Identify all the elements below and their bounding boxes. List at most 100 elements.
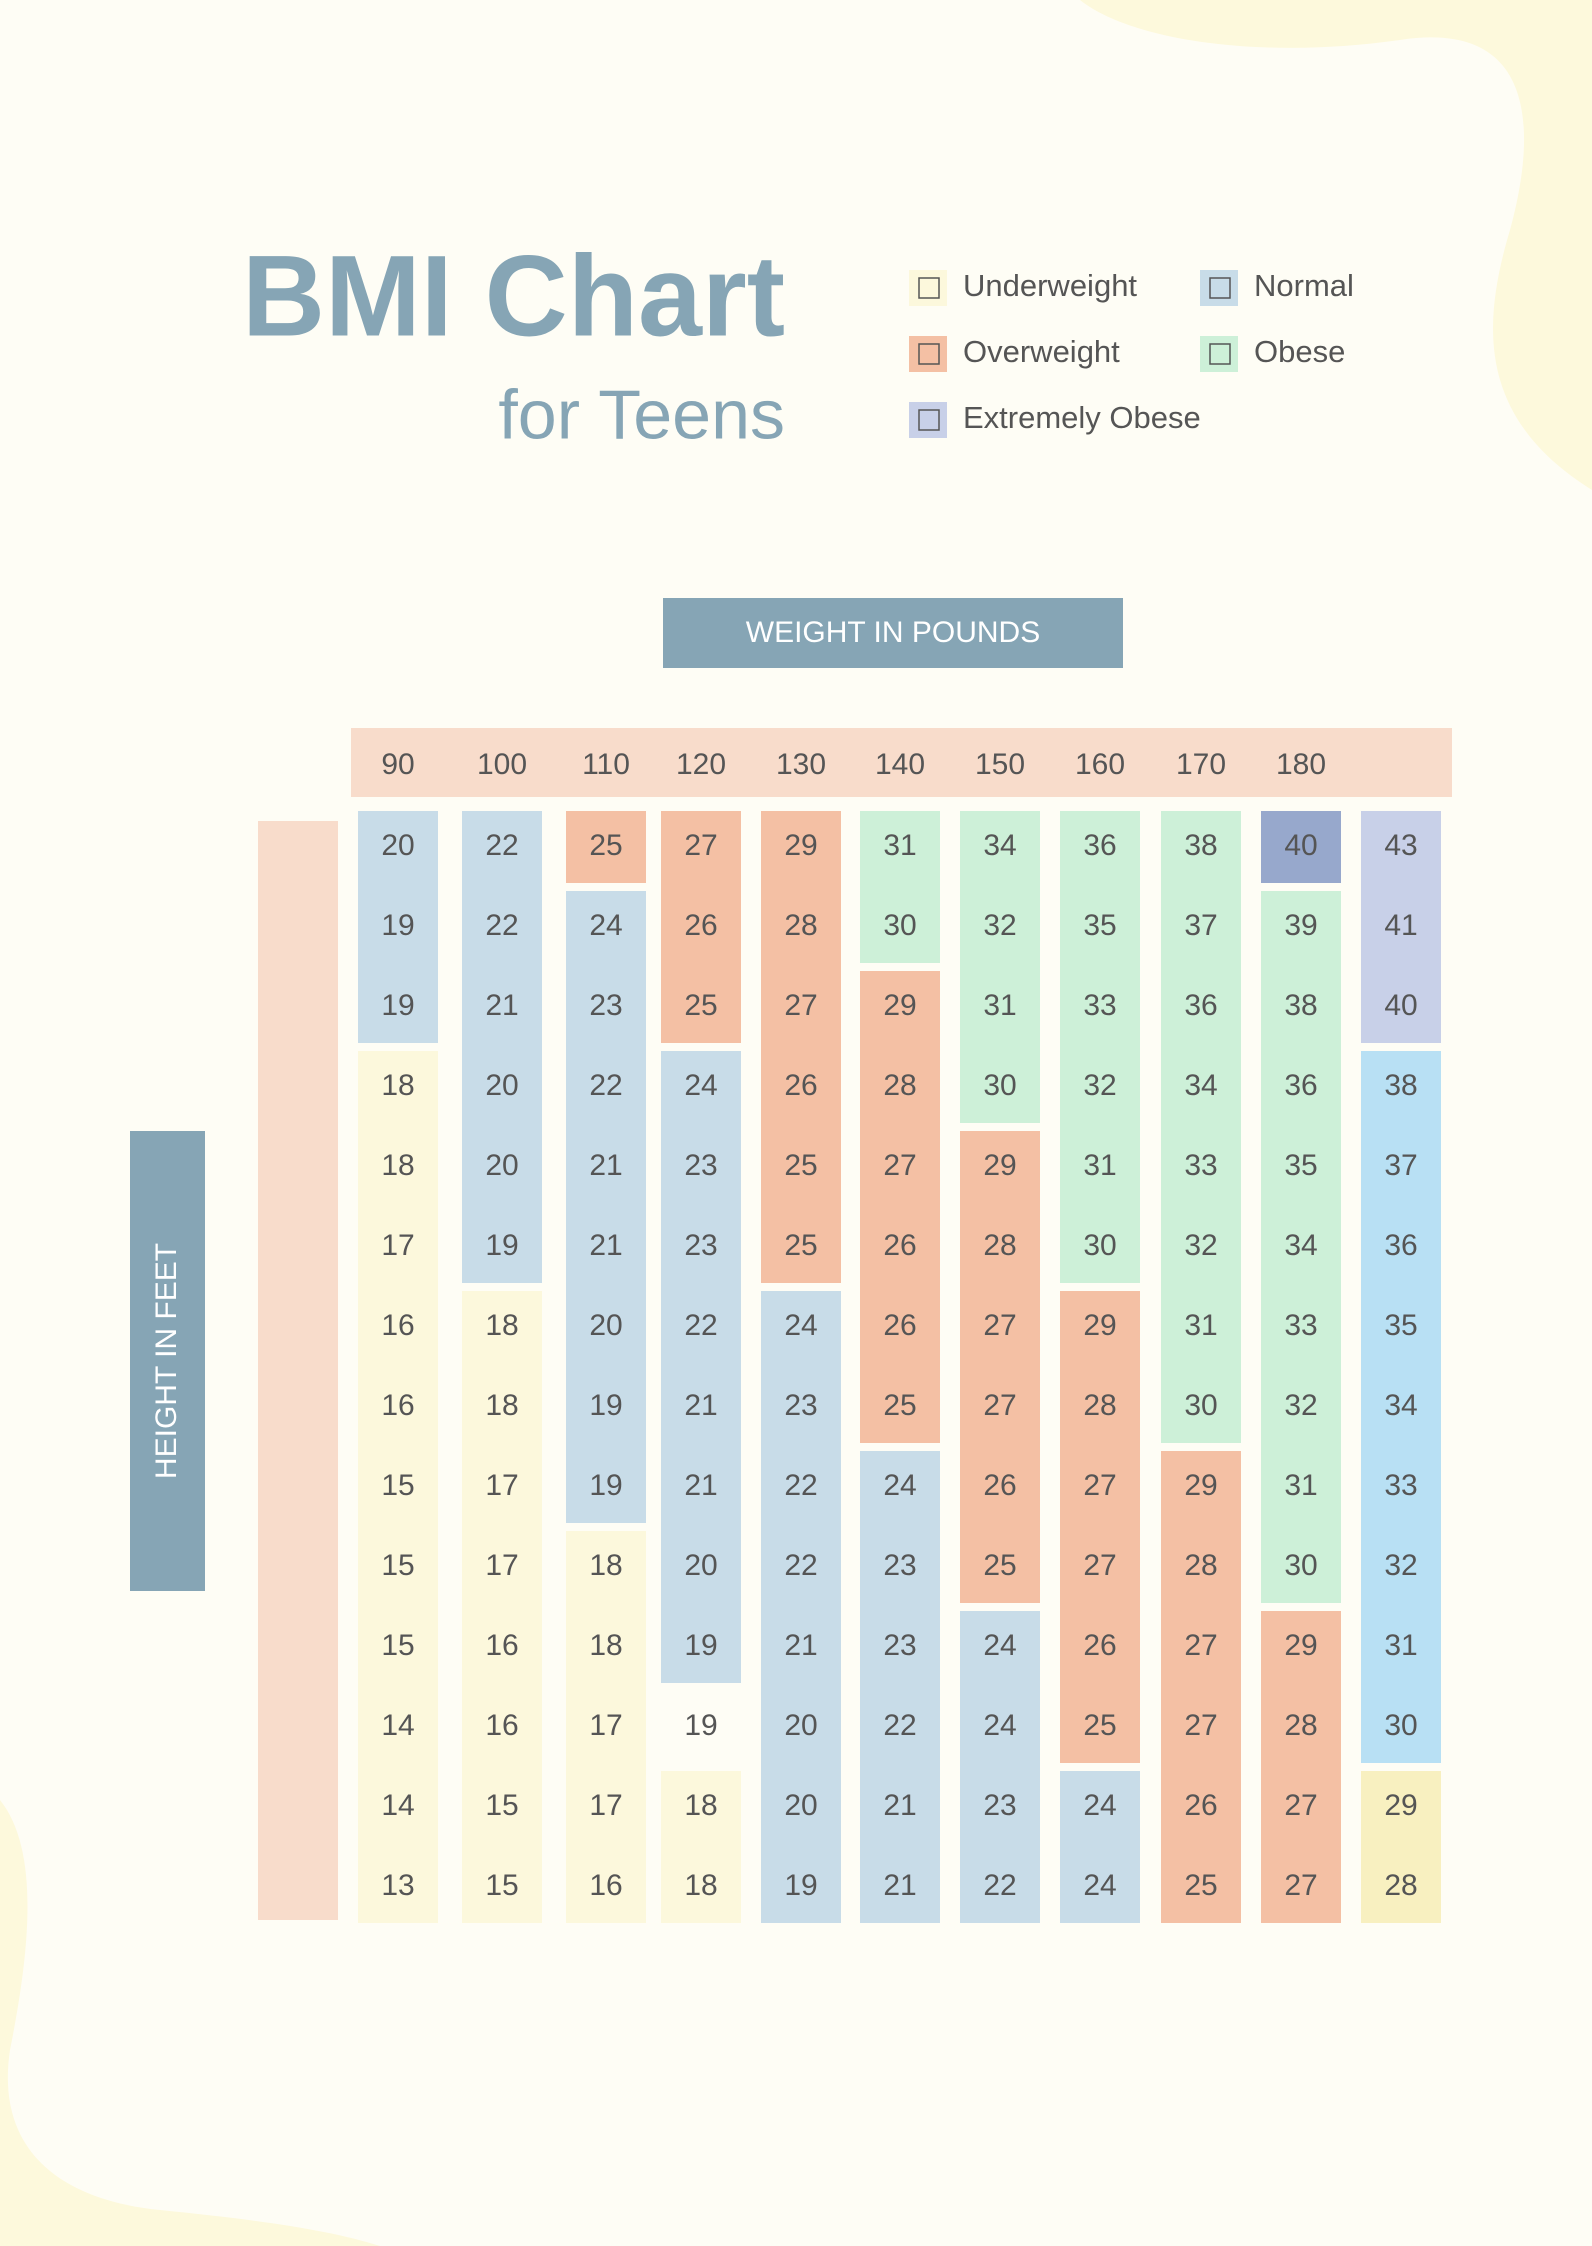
bmi-value: 20 [784,1709,817,1742]
bmi-value: 26 [1083,1629,1116,1662]
cell-band [1161,1451,1241,1923]
bmi-value: 30 [1384,1709,1417,1742]
bmi-value: 22 [589,1069,622,1102]
weight-header: 110 [582,748,630,781]
bmi-value: 17 [381,1229,414,1262]
bmi-value: 30 [983,1069,1016,1102]
bmi-value: 28 [1083,1389,1116,1422]
legend-swatch [909,336,947,372]
bmi-value: 22 [883,1709,916,1742]
bmi-value: 22 [784,1469,817,1502]
bmi-value: 15 [485,1789,518,1822]
bmi-value: 23 [784,1389,817,1422]
bmi-value: 38 [1384,1069,1417,1102]
cell-band [1261,891,1341,1603]
bmi-value: 14 [381,1789,414,1822]
bmi-value: 24 [983,1709,1016,1742]
bmi-value: 22 [684,1309,717,1342]
bmi-value: 21 [784,1629,817,1662]
cell-band [960,1131,1040,1603]
bmi-value: 32 [1083,1069,1116,1102]
bmi-value: 18 [589,1549,622,1582]
bmi-value: 26 [983,1469,1016,1502]
bmi-value: 35 [1083,909,1116,942]
bmi-value: 37 [1384,1149,1417,1182]
bmi-value: 31 [1384,1629,1417,1662]
cell-band [566,891,646,1523]
bmi-value: 23 [589,989,622,1022]
bmi-value: 21 [485,989,518,1022]
bmi-value: 28 [784,909,817,942]
bmi-value: 17 [485,1549,518,1582]
bmi-value: 32 [1284,1389,1317,1422]
bmi-value: 26 [1184,1789,1217,1822]
cell-band [1161,811,1241,1443]
bmi-value: 25 [784,1149,817,1182]
weight-label: WEIGHT IN POUNDS [746,616,1040,649]
cell-band [1060,1771,1140,1923]
legend-label: Overweight [963,334,1120,369]
bmi-value: 19 [381,909,414,942]
bmi-value: 32 [983,909,1016,942]
weight-header: 90 [381,748,414,781]
bmi-value: 34 [1184,1069,1217,1102]
bmi-value: 31 [1284,1469,1317,1502]
bmi-value: 36 [1184,989,1217,1022]
bmi-value: 43 [1384,829,1417,862]
bmi-value: 18 [485,1389,518,1422]
bmi-value: 16 [485,1709,518,1742]
legend-label: Obese [1254,334,1345,369]
bmi-value: 29 [1384,1789,1417,1822]
cell-band [960,811,1040,1123]
bmi-value: 14 [381,1709,414,1742]
cell-band [462,811,542,1283]
cell-band [358,811,438,1043]
bmi-value: 25 [983,1549,1016,1582]
bmi-value: 26 [883,1229,916,1262]
bmi-value: 29 [983,1149,1016,1182]
bmi-value: 24 [983,1629,1016,1662]
bmi-value: 29 [1184,1469,1217,1502]
cell-band [1060,1291,1140,1763]
bmi-value: 19 [589,1469,622,1502]
title: BMI Chart [242,232,785,360]
legend-box [918,409,940,431]
legend-swatch [1200,270,1238,306]
cell-band [1361,1051,1441,1763]
bmi-value: 16 [381,1309,414,1342]
weight-header: 120 [676,748,726,781]
weight-header: 100 [477,748,527,781]
legend-box [918,343,940,365]
bmi-value: 18 [485,1309,518,1342]
legend-label: Extremely Obese [963,400,1201,435]
cell-band [860,971,940,1443]
bmi-value: 23 [684,1149,717,1182]
weight-label-box [663,598,1123,668]
bmi-value: 17 [485,1469,518,1502]
bmi-value: 30 [1184,1389,1217,1422]
cell-band [566,1531,646,1923]
bmi-value: 16 [485,1629,518,1662]
bmi-value: 38 [1284,989,1317,1022]
bmi-value: 27 [1284,1789,1317,1822]
bmi-value: 25 [883,1389,916,1422]
bmi-value: 20 [684,1549,717,1582]
bmi-value: 27 [1184,1709,1217,1742]
weight-header: 160 [1075,748,1125,781]
bmi-value: 36 [1083,829,1116,862]
bmi-value: 25 [1184,1869,1217,1902]
bmi-value: 24 [1083,1789,1116,1822]
bmi-value: 18 [684,1789,717,1822]
cell-band [860,811,940,963]
bmi-value: 30 [883,909,916,942]
bmi-value: 29 [784,829,817,862]
bmi-value: 27 [1284,1869,1317,1902]
bmi-value: 25 [684,989,717,1022]
height-column [258,821,338,1920]
bmi-value: 24 [883,1469,916,1502]
weight-header: 140 [875,748,925,781]
cell-band [566,811,646,883]
bmi-value: 40 [1384,989,1417,1022]
bmi-value: 18 [381,1149,414,1182]
bmi-value: 23 [883,1629,916,1662]
